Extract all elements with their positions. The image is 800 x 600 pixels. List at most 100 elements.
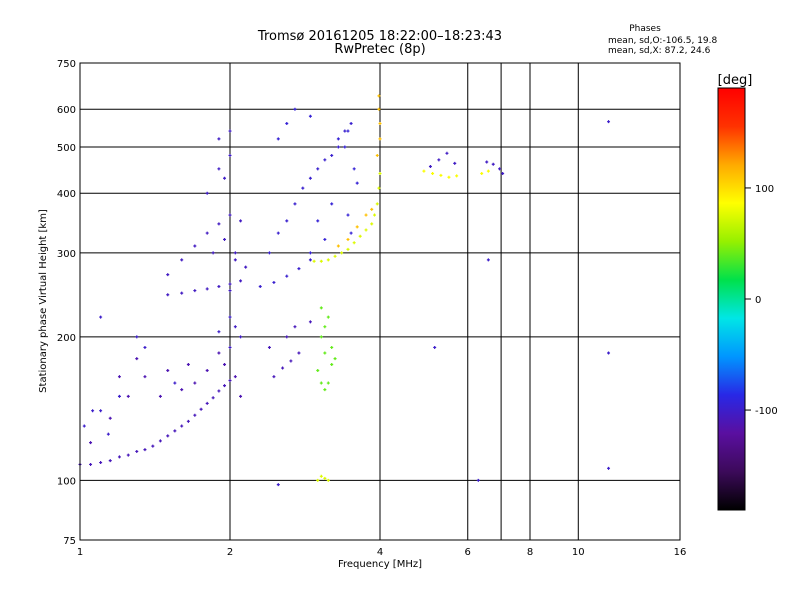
data-point bbox=[326, 315, 330, 319]
data-point bbox=[217, 389, 221, 393]
data-point bbox=[193, 244, 197, 248]
x-tick-label: 8 bbox=[527, 547, 533, 558]
data-point bbox=[205, 231, 209, 235]
data-point bbox=[151, 444, 155, 448]
data-point bbox=[323, 476, 327, 480]
data-point bbox=[205, 191, 209, 195]
data-point bbox=[349, 122, 353, 126]
data-point bbox=[375, 153, 379, 157]
data-point bbox=[223, 384, 227, 388]
data-point bbox=[375, 202, 379, 206]
data-point bbox=[205, 368, 209, 372]
data-point bbox=[308, 251, 312, 255]
data-point bbox=[211, 396, 215, 400]
x-tick-labels: 1 2 4 6 8 10 16 bbox=[77, 547, 687, 558]
data-point bbox=[293, 107, 297, 111]
data-point bbox=[211, 251, 215, 255]
data-point bbox=[272, 375, 276, 379]
data-point bbox=[166, 293, 170, 297]
data-point bbox=[346, 213, 350, 217]
data-point bbox=[239, 394, 243, 398]
data-point bbox=[343, 129, 347, 133]
data-point bbox=[319, 474, 323, 478]
data-point bbox=[91, 409, 95, 413]
data-point bbox=[293, 325, 297, 329]
chart-title: Tromsø 20161205 18:22:00–18:23:43 bbox=[257, 29, 502, 44]
data-point bbox=[422, 169, 426, 173]
data-point bbox=[126, 453, 130, 457]
data-point bbox=[228, 129, 232, 133]
data-point bbox=[205, 287, 209, 291]
data-point bbox=[217, 167, 221, 171]
data-point bbox=[173, 381, 177, 385]
data-point bbox=[364, 213, 368, 217]
data-point bbox=[333, 357, 337, 361]
x-tick-label: 4 bbox=[377, 547, 383, 558]
data-point bbox=[323, 325, 327, 329]
data-point bbox=[326, 478, 330, 482]
data-point bbox=[166, 434, 170, 438]
colorbar bbox=[717, 87, 746, 511]
data-point bbox=[378, 171, 382, 175]
data-point bbox=[117, 375, 121, 379]
data-point bbox=[486, 169, 490, 173]
data-point bbox=[193, 413, 197, 417]
colorbar-tick-label: -100 bbox=[755, 406, 778, 417]
data-point bbox=[316, 368, 320, 372]
data-point bbox=[455, 174, 459, 178]
data-point bbox=[244, 265, 248, 269]
data-point bbox=[186, 362, 190, 366]
data-point bbox=[205, 401, 209, 405]
data-point bbox=[297, 267, 301, 271]
data-point bbox=[308, 176, 312, 180]
data-point bbox=[607, 351, 611, 355]
data-point bbox=[285, 274, 289, 278]
phase-stats-title: Phases bbox=[629, 24, 661, 34]
data-point bbox=[316, 478, 320, 482]
data-point bbox=[228, 345, 232, 349]
y-tick-label: 600 bbox=[57, 105, 76, 116]
data-point bbox=[346, 237, 350, 241]
data-point bbox=[228, 289, 232, 293]
colorbar-tick-label: 0 bbox=[755, 295, 761, 306]
data-point bbox=[217, 330, 221, 334]
data-point bbox=[233, 375, 237, 379]
data-point bbox=[285, 122, 289, 126]
data-point bbox=[228, 213, 232, 217]
data-point bbox=[143, 345, 147, 349]
data-point bbox=[223, 237, 227, 241]
data-point bbox=[126, 394, 130, 398]
data-point bbox=[267, 251, 271, 255]
data-point bbox=[316, 219, 320, 223]
data-point bbox=[439, 173, 443, 177]
data-point bbox=[330, 362, 334, 366]
data-point bbox=[293, 202, 297, 206]
data-point bbox=[308, 258, 312, 262]
data-point bbox=[143, 448, 147, 452]
data-point bbox=[355, 181, 359, 185]
data-point bbox=[323, 158, 327, 162]
x-tick-label: 16 bbox=[674, 547, 687, 558]
x-tick-label: 6 bbox=[465, 547, 471, 558]
data-point bbox=[358, 234, 362, 238]
data-point bbox=[485, 160, 489, 164]
data-point bbox=[166, 273, 170, 277]
data-point bbox=[336, 244, 340, 248]
data-point bbox=[377, 186, 381, 190]
data-point bbox=[117, 455, 121, 459]
data-point bbox=[82, 424, 86, 428]
data-point bbox=[336, 137, 340, 141]
data-point bbox=[199, 407, 203, 411]
y-tick-label: 400 bbox=[57, 189, 76, 200]
data-point bbox=[297, 351, 301, 355]
data-point bbox=[233, 251, 237, 255]
data-point bbox=[89, 441, 93, 445]
grid-lines bbox=[80, 63, 680, 540]
x-tick-label: 2 bbox=[227, 547, 233, 558]
data-point bbox=[486, 258, 490, 262]
data-point bbox=[352, 167, 356, 171]
colorbar-tick-label: 100 bbox=[755, 184, 774, 195]
data-point bbox=[301, 186, 305, 190]
data-point bbox=[491, 162, 495, 166]
data-point bbox=[108, 459, 112, 463]
